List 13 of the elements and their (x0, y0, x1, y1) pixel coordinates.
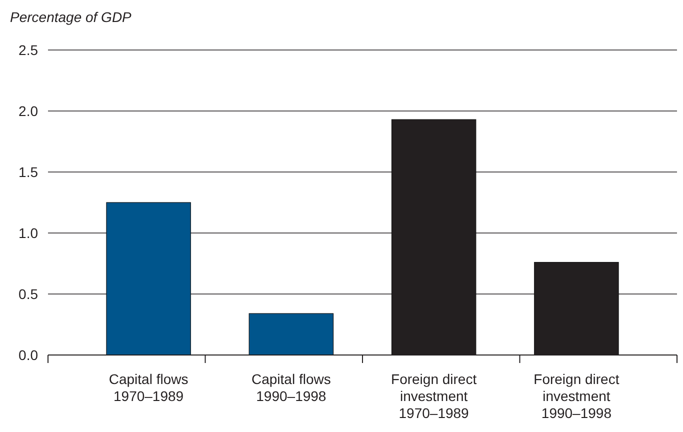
bar (106, 202, 191, 356)
y-tick-label: 1.5 (18, 164, 38, 180)
y-axis-title: Percentage of GDP (10, 9, 132, 25)
y-tick-label: 2.0 (18, 102, 38, 119)
y-tick-label: 0.5 (18, 286, 38, 302)
x-tick-label: Capital flows 1990–1998 (251, 371, 331, 404)
y-tick-label: 1.0 (18, 224, 38, 241)
x-tick-label: Capital flows 1970–1989 (108, 371, 188, 404)
y-tick-label: 0.0 (18, 346, 38, 363)
bar (248, 313, 334, 356)
x-tick-label: Foreign direct investment 1990–1998 (534, 371, 620, 421)
y-tick-label: 2.5 (18, 42, 38, 58)
x-tick-label: Foreign direct investment 1970–1989 (391, 371, 477, 421)
